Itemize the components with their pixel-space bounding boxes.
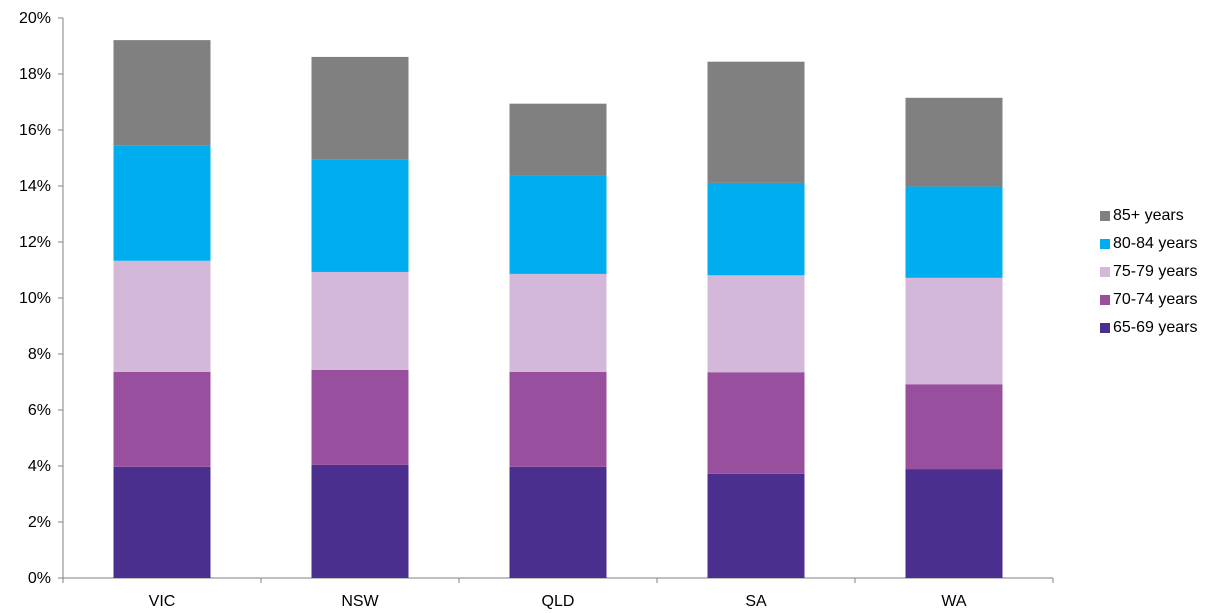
legend-item: 75-79 years (1100, 258, 1198, 286)
bar-segment (311, 464, 409, 578)
bar-segment (905, 277, 1003, 385)
y-axis: 0% 2% 4% 6% 8% 10% 12% 14% 16% 18% 20% (19, 10, 64, 587)
legend-item: 65-69 years (1100, 314, 1198, 342)
y-tick-label: 6% (28, 402, 51, 419)
legend-item: 80-84 years (1100, 230, 1198, 258)
y-tick-label: 16% (19, 122, 51, 139)
bar-segment (509, 273, 607, 372)
y-tick-label: 4% (28, 458, 51, 475)
bar-segment (113, 145, 211, 261)
bar-segment (311, 159, 409, 272)
bar-segment (509, 103, 607, 176)
legend-swatch (1100, 295, 1110, 305)
bar-segment (905, 384, 1003, 470)
bar-segment (905, 186, 1003, 278)
bar-segment (707, 275, 805, 373)
bar-segment (311, 271, 409, 370)
bar-segment (707, 182, 805, 276)
bar-segment (113, 466, 211, 578)
bar-segment (707, 473, 805, 578)
bar-segment (707, 61, 805, 183)
legend-swatch (1100, 211, 1110, 221)
y-tick-label: 18% (19, 66, 51, 83)
bar-segment (905, 469, 1003, 578)
legend-label: 70-74 years (1113, 291, 1198, 308)
legend-label: 75-79 years (1113, 263, 1198, 280)
bar-segment (113, 371, 211, 467)
bar-segment (113, 40, 211, 146)
y-tick-label: 12% (19, 234, 51, 251)
legend-swatch (1100, 323, 1110, 333)
bars (113, 40, 1003, 578)
y-tick-label: 14% (19, 178, 51, 195)
legend-item: 85+ years (1100, 202, 1198, 230)
bar-segment (707, 372, 805, 474)
y-tick-label: 8% (28, 346, 51, 363)
x-tick-label: QLD (542, 593, 575, 610)
bar-segment (113, 260, 211, 372)
bar-segment (311, 56, 409, 160)
x-tick-label: WA (941, 593, 967, 610)
x-tick-label: VIC (149, 593, 176, 610)
bar-segment (509, 175, 607, 274)
legend-swatch (1100, 267, 1110, 277)
x-axis: VIC NSW QLD SA WA (62, 577, 1054, 610)
x-tick-label: SA (745, 593, 767, 610)
bar-segment (509, 371, 607, 467)
legend-label: 65-69 years (1113, 319, 1198, 336)
y-tick-label: 2% (28, 514, 51, 531)
y-tick-label: 10% (19, 290, 51, 307)
legend: 85+ years 80-84 years 75-79 years 70-74 yea… (1100, 202, 1198, 342)
legend-label: 85+ years (1113, 207, 1184, 224)
bar-segment (311, 369, 409, 465)
y-tick-label: 0% (28, 570, 51, 587)
x-tick-label: NSW (341, 593, 379, 610)
legend-label: 80-84 years (1113, 235, 1198, 252)
bar-segment (509, 466, 607, 578)
y-tick-label: 20% (19, 10, 51, 27)
legend-swatch (1100, 239, 1110, 249)
legend-item: 70-74 years (1100, 286, 1198, 314)
bar-segment (905, 97, 1003, 187)
